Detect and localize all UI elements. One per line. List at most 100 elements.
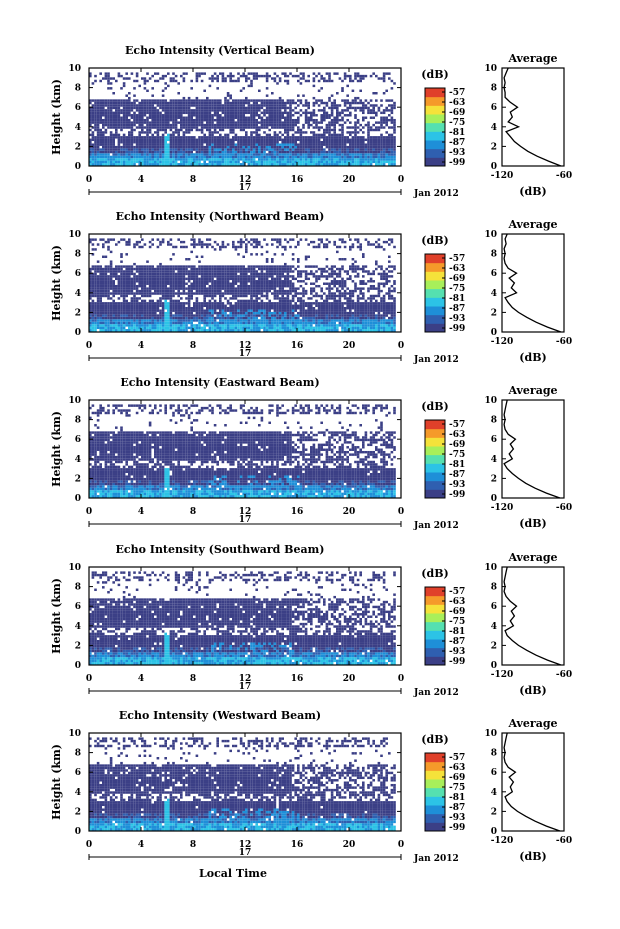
heatmap-cell xyxy=(198,153,201,156)
heatmap-cell xyxy=(385,319,388,322)
heatmap-cell xyxy=(159,141,162,144)
heatmap-cell xyxy=(185,126,188,129)
heatmap-cell xyxy=(182,99,186,102)
heatmap-cell xyxy=(99,118,102,122)
heatmap-cell xyxy=(104,314,108,317)
heatmap-cell xyxy=(336,106,339,110)
heatmap-cell xyxy=(107,309,110,312)
heatmap-cell xyxy=(380,309,383,312)
heatmap-cell xyxy=(102,309,105,312)
heatmap-cell xyxy=(255,77,258,80)
heatmap-cell xyxy=(109,77,113,80)
heatmap-cell xyxy=(167,126,170,129)
heatmap-cell xyxy=(112,116,115,119)
heatmap-cell xyxy=(117,321,121,325)
heatmap-cell xyxy=(317,326,321,330)
heatmap-cell xyxy=(312,148,316,151)
heatmap-cell xyxy=(161,304,165,308)
heatmap-cell xyxy=(159,148,162,151)
heatmap-cell xyxy=(349,145,352,149)
heatmap-cell xyxy=(338,104,342,107)
heatmap-cell xyxy=(302,72,305,75)
heatmap-cell xyxy=(143,155,147,159)
heatmap-cell xyxy=(354,106,357,110)
heatmap-cell xyxy=(161,145,165,149)
heatmap-cell xyxy=(325,155,329,159)
heatmap-cell xyxy=(346,326,349,330)
heatmap-cell xyxy=(390,148,394,151)
heatmap-cell xyxy=(289,121,292,124)
heatmap-cell xyxy=(161,128,165,132)
heatmap-cell xyxy=(159,116,162,119)
heatmap-cell xyxy=(302,104,305,107)
heatmap-cell xyxy=(99,163,102,166)
heatmap-cell xyxy=(107,307,110,310)
heatmap-cell xyxy=(382,145,386,149)
heatmap-cell xyxy=(276,294,279,298)
heatmap-cell xyxy=(138,133,141,137)
heatmap-cell xyxy=(276,82,279,85)
heatmap-cell xyxy=(273,136,277,139)
heatmap-cell xyxy=(343,148,347,151)
heatmap-cell xyxy=(169,304,173,308)
heatmap-cell xyxy=(200,304,204,308)
heatmap-cell xyxy=(323,160,326,164)
heatmap-cell xyxy=(351,155,355,159)
heatmap-cell xyxy=(216,74,219,78)
heatmap-cell xyxy=(135,326,139,330)
heatmap-cell xyxy=(284,136,287,139)
heatmap-cell xyxy=(208,299,212,303)
heatmap-cell xyxy=(299,141,303,144)
heatmap-cell xyxy=(122,121,126,124)
heatmap-cell xyxy=(130,106,134,110)
heatmap-cell xyxy=(229,155,232,159)
heatmap-cell xyxy=(343,319,347,322)
heatmap-cell xyxy=(317,329,321,332)
heatmap-cell xyxy=(284,307,287,310)
heatmap-cell xyxy=(265,304,269,308)
heatmap-cell xyxy=(351,321,355,325)
colorbar-segment xyxy=(425,105,445,115)
heatmap-cell xyxy=(216,150,219,154)
heatmap-cell xyxy=(177,141,180,144)
heatmap-cell xyxy=(226,74,230,78)
heatmap-cell xyxy=(307,316,310,320)
heatmap-cell xyxy=(302,153,305,156)
heatmap-cell xyxy=(299,292,303,295)
heatmap-cell xyxy=(156,289,160,293)
heatmap-cell xyxy=(245,118,248,122)
heatmap-cell xyxy=(291,326,295,330)
heatmap-cell xyxy=(187,123,191,127)
heatmap-cell xyxy=(346,155,349,159)
heatmap-cell xyxy=(156,284,160,288)
heatmap-cell xyxy=(382,319,386,322)
heatmap-cell xyxy=(112,324,115,327)
heatmap-cell xyxy=(96,321,100,325)
heatmap-cell xyxy=(208,111,212,115)
heatmap-cell xyxy=(260,138,264,142)
heatmap-cell xyxy=(177,153,180,156)
heatmap-cell xyxy=(211,311,214,315)
heatmap-cell xyxy=(390,316,394,320)
heatmap-cell xyxy=(234,163,238,166)
heatmap-cell xyxy=(250,289,253,293)
heatmap-cell xyxy=(229,77,232,80)
heatmap-cell xyxy=(182,136,186,139)
heatmap-cell xyxy=(258,155,261,159)
heatmap-cell xyxy=(302,155,305,159)
heatmap-cell xyxy=(156,324,160,327)
heatmap-cell xyxy=(312,101,316,105)
heatmap-cell xyxy=(359,141,362,144)
heatmap-cell xyxy=(252,138,256,142)
heatmap-cell xyxy=(268,148,271,151)
heatmap-cell xyxy=(200,99,204,102)
heatmap-cell xyxy=(323,109,326,112)
heatmap-cell xyxy=(117,109,121,112)
heatmap-cell xyxy=(174,74,178,78)
heatmap-cell xyxy=(393,123,396,127)
heatmap-cell xyxy=(278,99,282,102)
heatmap-cell xyxy=(141,148,144,151)
heatmap-cell xyxy=(102,111,105,115)
heatmap-cell xyxy=(310,136,313,139)
heatmap-cell xyxy=(125,307,128,310)
